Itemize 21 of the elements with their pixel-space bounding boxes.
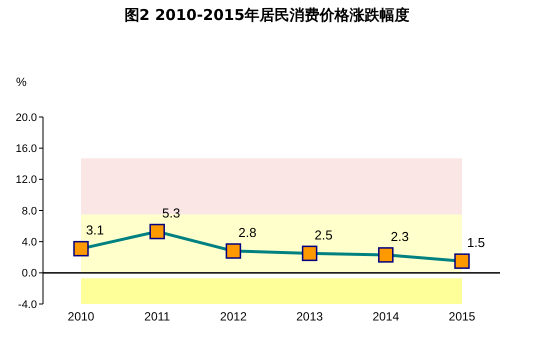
y-tick-label: 16.0 [16,143,37,156]
y-tick-label: 20.0 [16,112,37,124]
data-label: 2.8 [238,225,256,240]
x-tick-label: 2011 [144,310,170,324]
x-tick-label: 2012 [220,310,248,324]
y-tick-label: 4.0 [22,236,37,249]
chart-title: 图2 2010-2015年居民消费价格涨跌幅度 [123,6,411,25]
data-label: 1.5 [466,235,486,250]
y-tick-label: 8.0 [22,205,37,218]
x-tick-label: 2014 [372,310,400,324]
x-tick-label: 2015 [448,310,476,324]
data-label: 5.3 [162,206,180,221]
y-tick-label: -4.0 [18,298,37,311]
data-label: 3.1 [86,222,104,238]
data-label: 2.5 [314,227,333,242]
y-axis-title: % [16,75,27,89]
x-tick-label: 2013 [296,310,324,324]
data-label: 2.3 [390,228,409,244]
x-tick-label: 2010 [68,310,95,324]
y-tick-label: 12.0 [16,174,37,186]
y-tick-label: 0.0 [22,268,37,280]
